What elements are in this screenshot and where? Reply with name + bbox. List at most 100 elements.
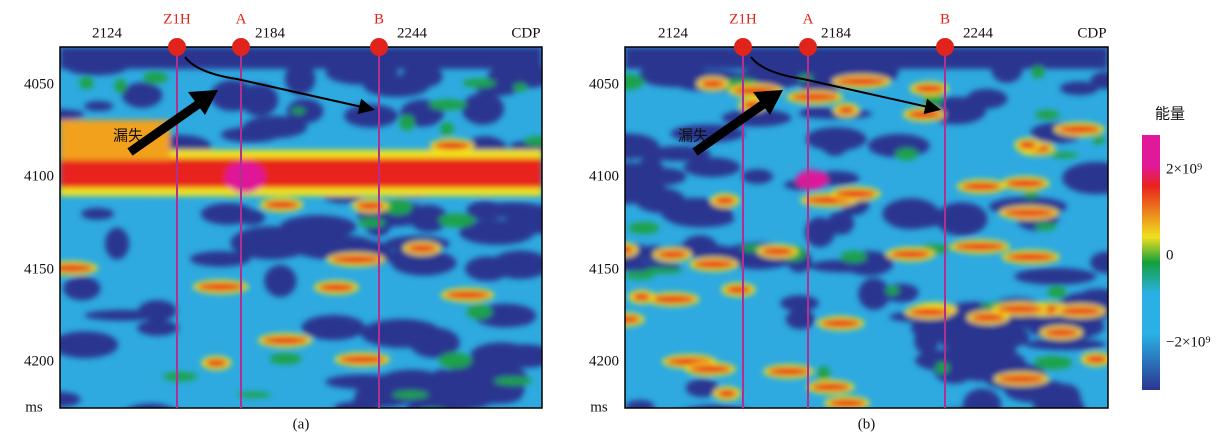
well-label: B: [374, 11, 384, 27]
anomaly: [225, 161, 265, 193]
blob: [513, 83, 527, 92]
well-label: Z1H: [729, 11, 757, 27]
colorbar-label: 0: [1166, 247, 1174, 263]
y-tick-label: 4200: [24, 353, 54, 369]
blob: [210, 80, 255, 111]
blob: [858, 278, 890, 310]
y-axis-label: ms: [25, 399, 43, 415]
blob: [331, 256, 381, 264]
y-axis-label: ms: [590, 399, 608, 415]
colorbar-title: 能量: [1155, 105, 1185, 122]
x-tick-label: 2124: [658, 25, 689, 41]
blob: [1060, 81, 1099, 95]
blob: [63, 276, 100, 300]
well-label: A: [236, 11, 247, 27]
colorbar-label: 2×10⁹: [1166, 161, 1202, 177]
blob: [205, 359, 227, 367]
blob: [811, 383, 851, 391]
blob: [1085, 355, 1108, 363]
blob: [882, 198, 939, 229]
caption: (b): [858, 416, 876, 432]
blob: [122, 82, 162, 108]
x-tick-label: 2184: [255, 25, 286, 41]
blob: [1050, 152, 1079, 158]
blob: [954, 243, 1006, 251]
blob: [684, 157, 741, 177]
blob: [49, 264, 94, 272]
blob: [767, 367, 809, 375]
y-tick-label: 4150: [589, 261, 619, 277]
blob: [399, 115, 415, 130]
colorbar-label: −2×10⁹: [1166, 334, 1211, 350]
blob: [434, 142, 470, 150]
blob: [1003, 209, 1054, 217]
blob: [356, 202, 385, 210]
strong-band: [60, 158, 542, 188]
blob: [885, 286, 899, 296]
blob: [507, 205, 571, 234]
blob: [81, 208, 114, 220]
blob: [524, 136, 554, 146]
x-tick-label: 2244: [397, 25, 428, 41]
blob: [742, 169, 773, 184]
blob: [1059, 307, 1102, 315]
y-tick-label: 4050: [589, 76, 619, 92]
blob: [1025, 339, 1106, 351]
blob: [105, 228, 129, 260]
blob: [280, 215, 356, 239]
blob: [780, 295, 819, 311]
blob: [895, 148, 918, 160]
blob: [369, 326, 429, 338]
blob: [645, 268, 683, 274]
blob: [961, 182, 1002, 190]
blob: [890, 250, 931, 258]
blob: [440, 122, 454, 135]
blob: [84, 101, 113, 111]
blob: [991, 58, 1022, 83]
well-label: Z1H: [163, 11, 191, 27]
colorbar: [1142, 135, 1160, 390]
well-label: A: [803, 11, 814, 27]
blob: [262, 336, 308, 344]
blob: [201, 203, 255, 225]
blob: [163, 372, 198, 381]
blob: [494, 377, 533, 386]
blob: [1023, 191, 1038, 199]
y-tick-label: 4200: [589, 353, 619, 369]
blob: [689, 365, 731, 373]
blob: [1031, 66, 1044, 79]
x-axis-label: CDP: [511, 25, 540, 41]
blob: [79, 77, 94, 89]
blob: [786, 309, 815, 329]
blob: [809, 260, 873, 272]
well-marker: [168, 38, 186, 56]
blob: [914, 85, 945, 93]
blob: [761, 247, 793, 255]
blob: [1092, 136, 1104, 144]
x-axis-label: CDP: [1077, 25, 1106, 41]
caption: (a): [293, 416, 310, 432]
blob: [714, 197, 735, 205]
blob: [1044, 329, 1078, 337]
blob: [499, 313, 534, 326]
blob: [626, 400, 655, 413]
blob: [52, 331, 118, 358]
blob: [445, 291, 490, 299]
blob: [415, 408, 447, 420]
blob: [1014, 268, 1096, 285]
blob: [429, 99, 467, 110]
panels: 2124 2184 2244 CDP 4050 4100 4150 4200 ms Z1H A B 漏失…: [24, 11, 1131, 434]
blob: [1035, 110, 1060, 120]
y-tick-label: 4100: [589, 168, 619, 184]
well-marker: [799, 38, 817, 56]
annotation: 漏失: [678, 127, 708, 144]
x-tick-label: 2124: [92, 25, 123, 41]
blob: [1005, 179, 1046, 187]
y-tick-label: 4100: [24, 168, 54, 184]
blob: [1035, 223, 1057, 231]
figure: 2124 2184 2244 CDP 4050 4100 4150 4200 ms Z1H A B 漏失…: [0, 0, 1232, 434]
blob: [407, 244, 437, 252]
blob: [821, 319, 860, 327]
blob: [438, 353, 471, 369]
annotation: 漏失: [113, 127, 143, 144]
